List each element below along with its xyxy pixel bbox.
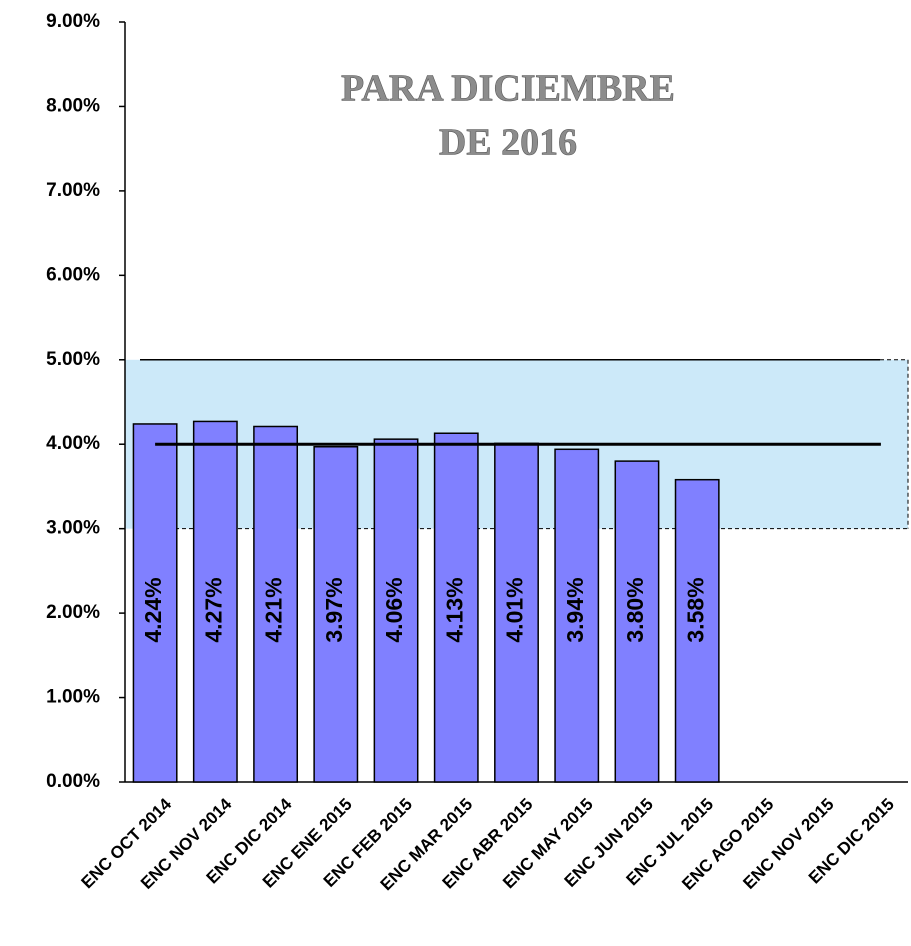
y-tick-label: 5.00% xyxy=(46,349,100,370)
chart-title: DE 2016 xyxy=(439,122,577,164)
bar xyxy=(192,420,238,783)
value-label: 3.97% xyxy=(321,577,347,642)
value-label: 4.13% xyxy=(441,577,467,642)
bar xyxy=(614,460,660,783)
value-label: 4.01% xyxy=(502,577,528,642)
value-label: 4.27% xyxy=(200,577,226,642)
value-label: 4.21% xyxy=(261,577,287,642)
value-label: 4.24% xyxy=(140,577,166,642)
y-tick-label: 2.00% xyxy=(46,602,100,623)
bar xyxy=(554,448,600,783)
value-label: 3.80% xyxy=(622,577,648,642)
y-tick-label: 9.00% xyxy=(46,11,100,32)
value-label: 4.06% xyxy=(381,577,407,642)
y-tick-label: 1.00% xyxy=(46,687,100,708)
bar xyxy=(313,446,359,783)
y-tick-label: 7.00% xyxy=(46,180,100,201)
value-label: 3.58% xyxy=(682,577,708,642)
value-label: 3.94% xyxy=(562,577,588,642)
y-tick-label: 6.00% xyxy=(46,264,100,285)
chart-title: PARA DICIEMBRE xyxy=(341,68,675,110)
y-tick-label: 4.00% xyxy=(46,433,100,454)
bar xyxy=(433,432,479,783)
y-tick-label: 0.00% xyxy=(46,771,100,792)
bar xyxy=(132,423,178,783)
y-tick-label: 8.00% xyxy=(46,95,100,116)
bar xyxy=(674,478,720,783)
y-tick-label: 3.00% xyxy=(46,518,100,539)
bar xyxy=(373,438,419,783)
bar xyxy=(253,425,299,783)
bar xyxy=(494,442,539,783)
